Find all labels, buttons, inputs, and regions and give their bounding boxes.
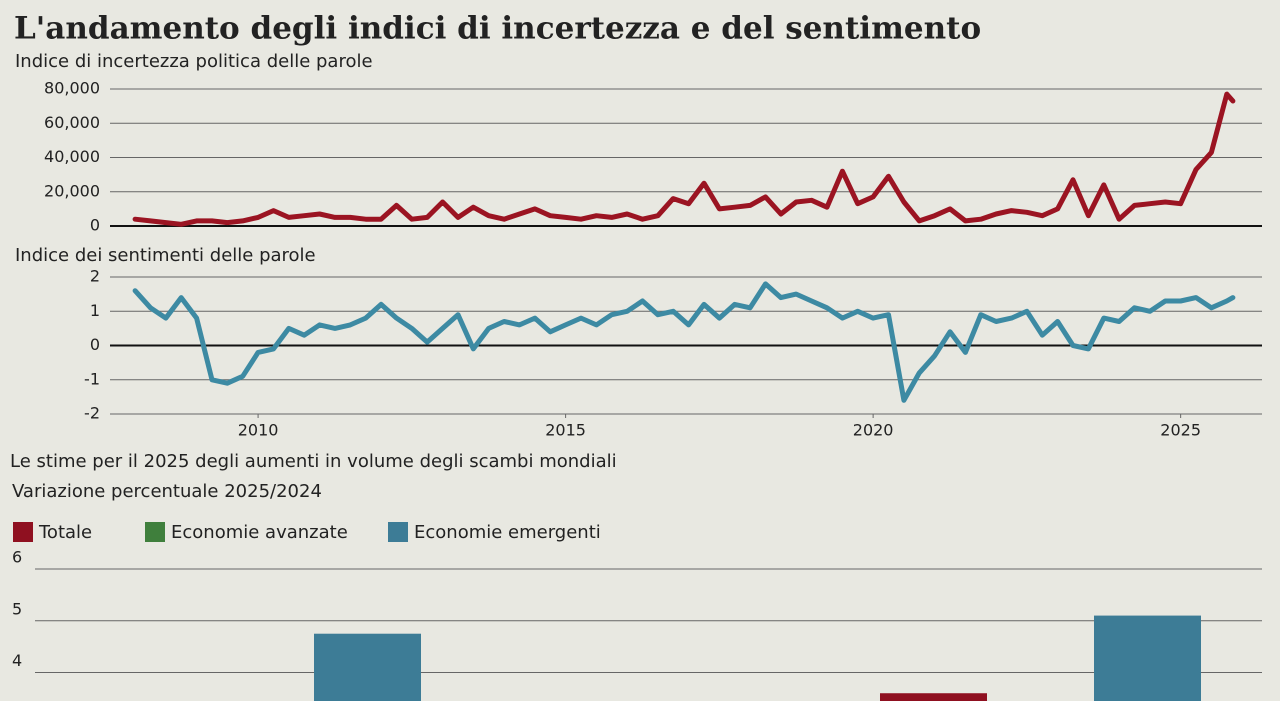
y-tick-label: 5 (12, 599, 22, 618)
y-tick-label: 80,000 (44, 79, 100, 98)
legend-swatch (13, 522, 33, 542)
bar (880, 693, 987, 701)
y-tick-label: 6 (12, 548, 22, 567)
y-tick-label: 0 (90, 335, 100, 354)
legend-swatch (145, 522, 165, 542)
legend-label: Economie avanzate (171, 522, 348, 543)
x-tick-label: 2010 (238, 421, 279, 440)
chart-title: Indice dei sentimenti delle parole (15, 245, 316, 266)
data-line (132, 91, 1236, 227)
data-line (132, 281, 1236, 403)
bar (1094, 615, 1201, 701)
legend-swatch (388, 522, 408, 542)
y-tick-label: 0 (90, 216, 100, 235)
legend-label: Totale (38, 522, 92, 543)
x-tick-label: 2025 (1160, 421, 1201, 440)
y-tick-label: -2 (84, 404, 100, 423)
y-tick-label: -1 (84, 369, 100, 388)
y-tick-label: 60,000 (44, 113, 100, 132)
y-tick-label: 20,000 (44, 181, 100, 200)
bar (314, 633, 421, 701)
y-tick-label: 1 (90, 301, 100, 320)
chart-subtitle: Variazione percentuale 2025/2024 (12, 481, 322, 502)
x-tick-label: 2020 (853, 421, 894, 440)
legend-label: Economie emergenti (414, 522, 601, 543)
y-tick-label: 40,000 (44, 147, 100, 166)
y-tick-label: 2 (90, 267, 100, 286)
chart-title: Le stime per il 2025 degli aumenti in vo… (10, 451, 617, 472)
chart-title: Indice di incertezza politica delle paro… (15, 51, 373, 72)
x-tick-label: 2015 (545, 421, 586, 440)
y-tick-label: 4 (12, 651, 22, 670)
page-title: L'andamento degli indici di incertezza e… (14, 11, 981, 47)
